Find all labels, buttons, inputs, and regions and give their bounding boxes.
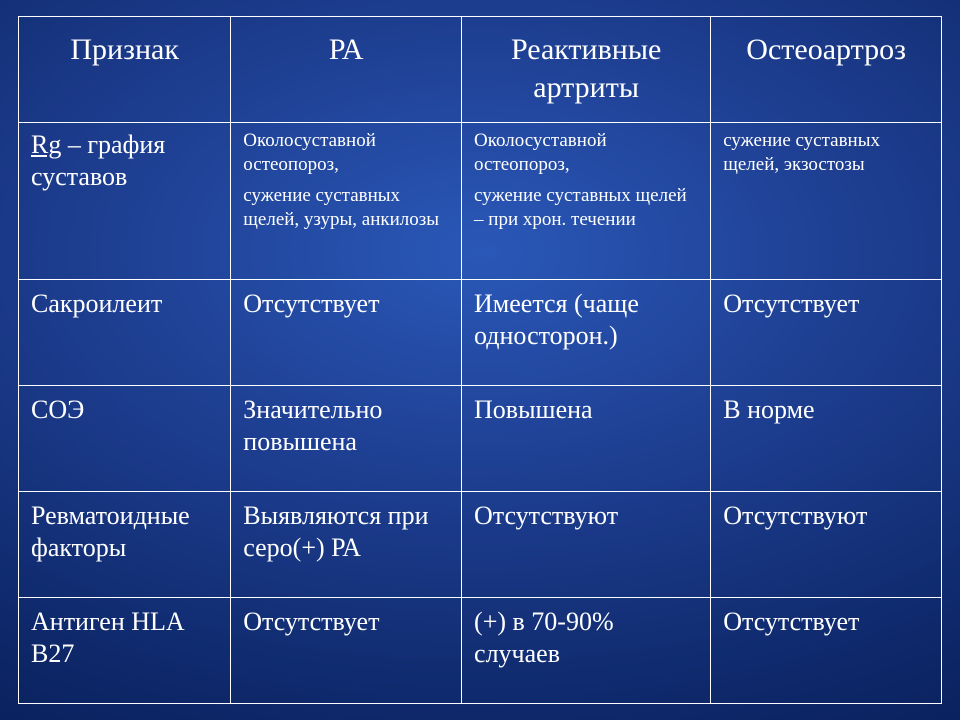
cell-feature: Сакроилеит <box>19 280 231 386</box>
cell-osteo: Отсутствует <box>711 597 942 703</box>
table-row: Rg – графия суставов Околосуставной осте… <box>19 123 942 280</box>
cell-feature: Ревматоидные факторы <box>19 492 231 598</box>
cell-ra: Значительно повышена <box>231 386 462 492</box>
table-row: Ревматоидные факторы Выявляются при серо… <box>19 492 942 598</box>
cell-react: Околосуставной остеопороз, сужение суста… <box>462 123 711 280</box>
cell-osteo: сужение суставных щелей, экзостозы <box>711 123 942 280</box>
cell-react: Повышена <box>462 386 711 492</box>
cell-text: сужение суставных щелей, экзостозы <box>723 129 929 178</box>
cell-ra: Выявляются при серо(+) РА <box>231 492 462 598</box>
cell-react: (+) в 70-90% случаев <box>462 597 711 703</box>
header-ra: РА <box>231 17 462 123</box>
cell-react: Имеется (чаще односторон.) <box>462 280 711 386</box>
cell-text: Околосуставной остеопороз, <box>243 129 449 178</box>
table-header-row: Признак РА Реактивные артриты Остеоартро… <box>19 17 942 123</box>
cell-osteo: Отсутствуют <box>711 492 942 598</box>
cell-ra: Отсутствует <box>231 597 462 703</box>
slide: Признак РА Реактивные артриты Остеоартро… <box>0 0 960 720</box>
comparison-table: Признак РА Реактивные артриты Остеоартро… <box>18 16 942 704</box>
cell-text: сужение суставных щелей, узуры, анкилозы <box>243 184 449 233</box>
header-osteo: Остеоартроз <box>711 17 942 123</box>
table-row: СОЭ Значительно повышена Повышена В норм… <box>19 386 942 492</box>
cell-feature: Rg – графия суставов <box>19 123 231 280</box>
table-row: Антиген HLA B27 Отсутствует (+) в 70-90%… <box>19 597 942 703</box>
table-row: Сакроилеит Отсутствует Имеется (чаще одн… <box>19 280 942 386</box>
rg-label: Rg <box>31 130 61 159</box>
header-reactive: Реактивные артриты <box>462 17 711 123</box>
cell-text: Околосуставной остеопороз, <box>474 129 698 178</box>
cell-ra: Околосуставной остеопороз, сужение суста… <box>231 123 462 280</box>
cell-ra: Отсутствует <box>231 280 462 386</box>
cell-text: сужение суставных щелей – при хрон. тече… <box>474 184 698 233</box>
header-feature: Признак <box>19 17 231 123</box>
cell-react: Отсутствуют <box>462 492 711 598</box>
cell-osteo: Отсутствует <box>711 280 942 386</box>
cell-feature: СОЭ <box>19 386 231 492</box>
cell-osteo: В норме <box>711 386 942 492</box>
cell-feature: Антиген HLA B27 <box>19 597 231 703</box>
